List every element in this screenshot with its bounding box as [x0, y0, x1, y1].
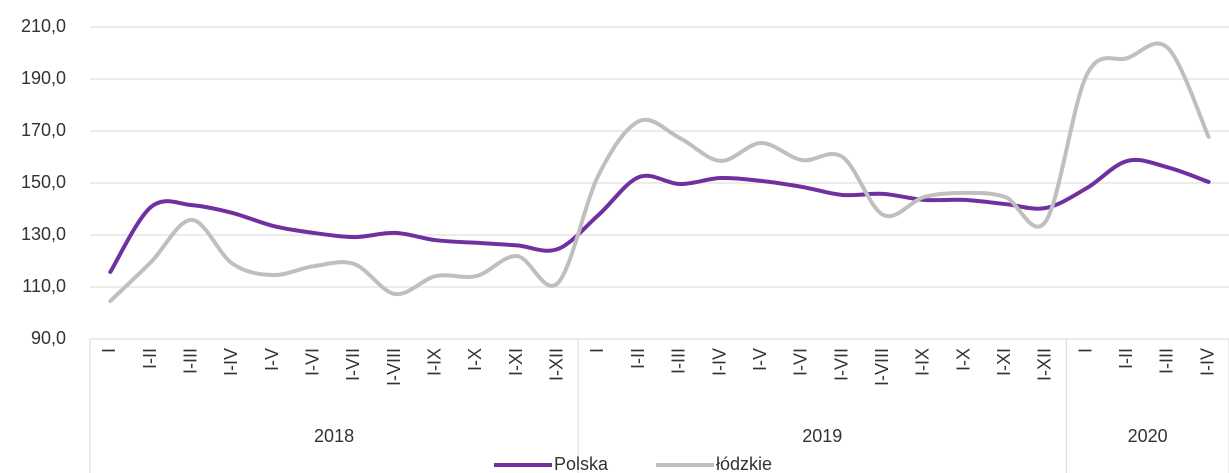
x-tick-label: I-XI	[994, 348, 1014, 376]
x-tick-label: I-V	[262, 348, 282, 371]
x-tick-label: I-II	[140, 348, 160, 369]
x-tick-label: I-III	[669, 348, 689, 374]
x-tick-label: I-IX	[913, 348, 933, 376]
x-tick-label: I-VIII	[872, 348, 892, 386]
x-tick-label: I-X	[465, 348, 485, 371]
x-tick-label: I-VI	[791, 348, 811, 376]
legend-label: łódzkie	[716, 454, 772, 473]
x-tick-label: I-VIII	[384, 348, 404, 386]
group-label: 2018	[314, 426, 354, 446]
x-tick-label: I	[99, 348, 119, 353]
x-tick-label: I-VII	[343, 348, 363, 381]
series-line	[108, 157, 1211, 274]
group-label: 2019	[802, 426, 842, 446]
y-tick-label: 190,0	[21, 68, 66, 88]
x-tick-label: I	[587, 348, 607, 353]
x-tick-label: I-III	[180, 348, 200, 374]
y-tick-label: 110,0	[22, 276, 66, 296]
x-tick-label: I-IV	[709, 348, 729, 376]
x-tick-label: I-XII	[1035, 348, 1055, 381]
legend-label: Polska	[554, 454, 609, 473]
y-tick-label: 150,0	[21, 172, 66, 192]
y-tick-label: 170,0	[21, 120, 66, 140]
x-tick-label: I-VII	[831, 348, 851, 381]
x-tick-label: I-III	[1157, 348, 1177, 374]
x-tick-label: I-VI	[302, 348, 322, 376]
x-tick-label: I-IX	[425, 348, 445, 376]
group-label: 2020	[1128, 426, 1168, 446]
x-tick-label: I-V	[750, 348, 770, 371]
x-tick-label: I-X	[953, 348, 973, 371]
y-tick-label: 210,0	[21, 16, 66, 36]
x-tick-label: I-II	[628, 348, 648, 369]
series-line	[108, 41, 1211, 304]
x-tick-label: I-II	[1116, 348, 1136, 369]
x-tick-label: I-XI	[506, 348, 526, 376]
y-tick-label: 130,0	[21, 224, 66, 244]
x-tick-label: I	[1075, 348, 1095, 353]
x-tick-label: I-IV	[221, 348, 241, 376]
x-tick-label: I-IV	[1197, 348, 1217, 376]
y-tick-label: 90,0	[31, 328, 66, 348]
x-tick-label: I-XII	[547, 348, 567, 381]
